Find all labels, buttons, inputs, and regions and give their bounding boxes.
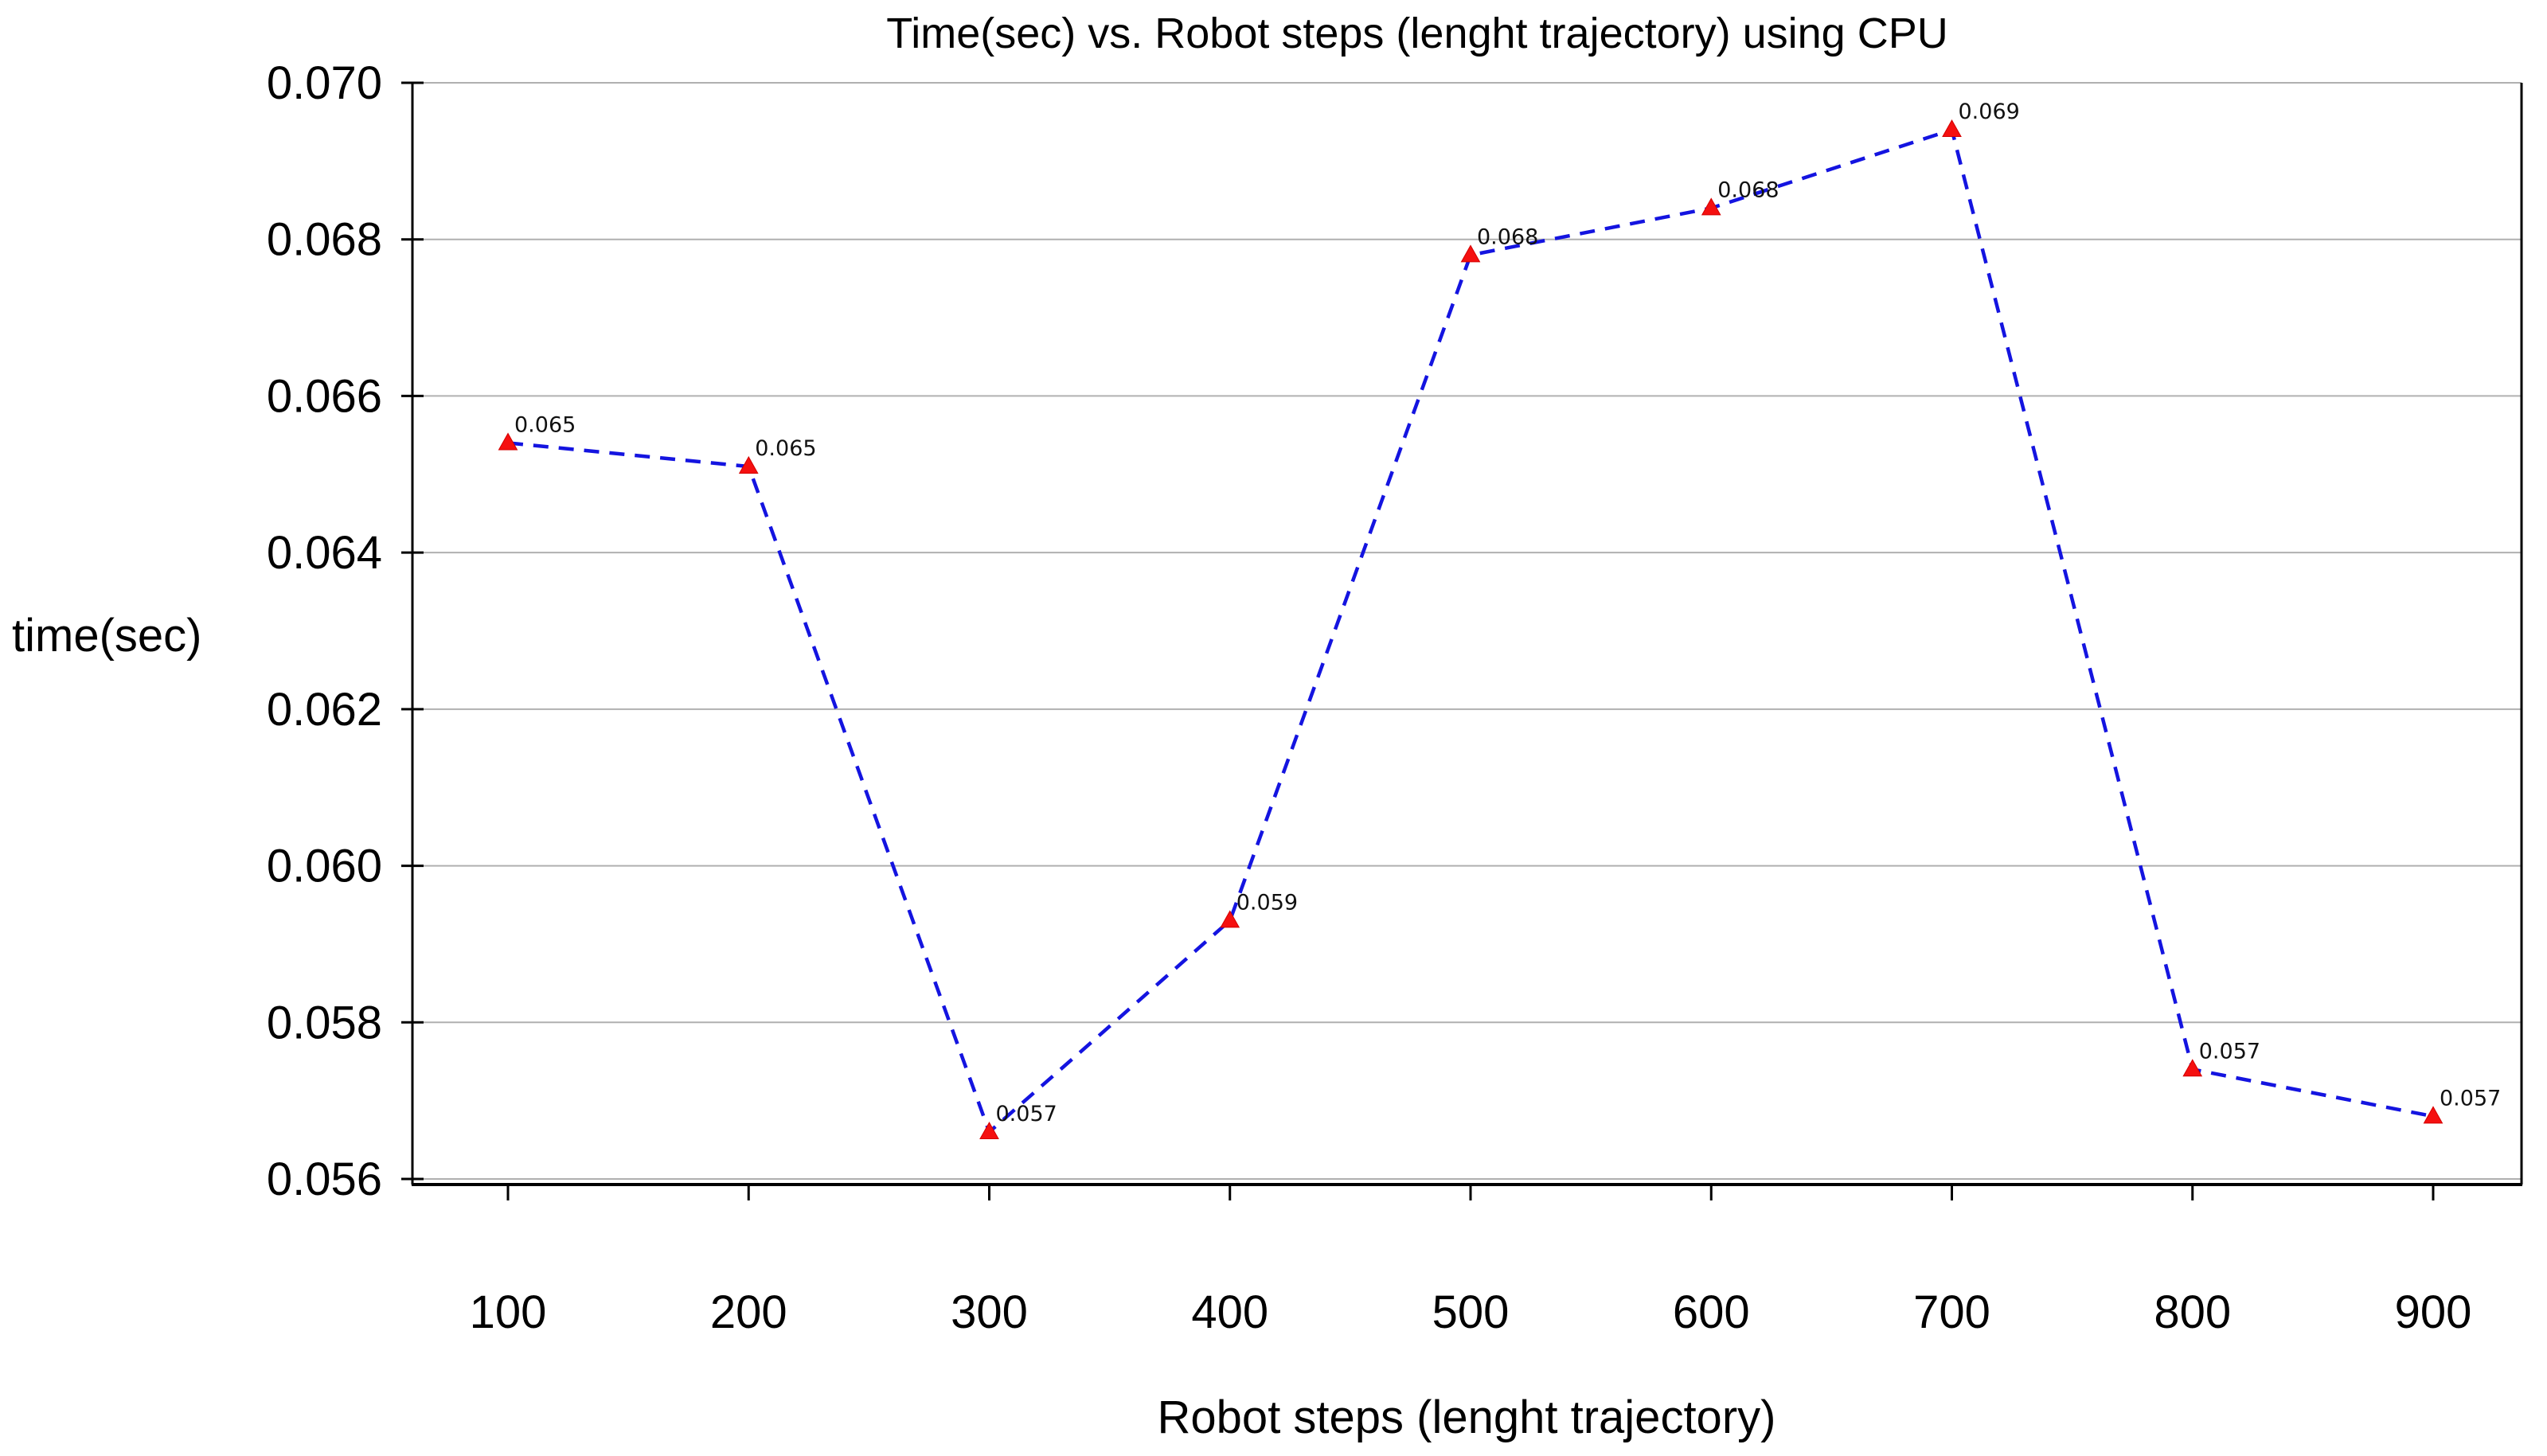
- data-point-label: 0.057: [2440, 1086, 2501, 1111]
- data-point-marker: [979, 1121, 999, 1139]
- data-point-label: 0.068: [1717, 178, 1779, 202]
- x-tick-label: 800: [2154, 1286, 2231, 1338]
- x-tick-label: 100: [470, 1286, 547, 1338]
- y-tick-label: 0.062: [267, 684, 382, 736]
- x-tick-label: 500: [1432, 1286, 1510, 1338]
- x-axis-title: Robot steps (lenght trajectory): [1158, 1392, 1776, 1443]
- x-tick-label: 300: [951, 1286, 1028, 1338]
- y-tick-label: 0.058: [267, 997, 382, 1048]
- chart-title: Time(sec) vs. Robot steps (lenght trajec…: [886, 10, 1947, 57]
- y-axis-title: time(sec): [12, 610, 201, 662]
- series-line: [507, 127, 2434, 1135]
- data-point-marker: [498, 432, 518, 451]
- series-layer: [498, 119, 2443, 1139]
- x-tick-label: 400: [1191, 1286, 1268, 1338]
- y-tick-label: 0.064: [267, 527, 382, 579]
- data-labels-layer: 0.065 0.065 0.057 0.059 0.068 0.068 0.069 0.057…: [514, 100, 2501, 1126]
- data-point-marker: [1220, 910, 1240, 928]
- data-point-label: 0.069: [1959, 100, 2020, 124]
- gridlines-layer: [412, 82, 2522, 1180]
- data-point-marker: [1701, 197, 1721, 216]
- data-point-label: 0.065: [514, 412, 576, 437]
- x-tick-label: 200: [710, 1286, 787, 1338]
- data-point-marker: [2423, 1106, 2443, 1124]
- y-tick-label: 0.070: [267, 57, 382, 109]
- data-point-marker: [738, 455, 759, 474]
- x-tick-label: 900: [2395, 1286, 2472, 1338]
- data-point-label: 0.057: [996, 1102, 1057, 1126]
- data-point-label: 0.057: [2199, 1039, 2260, 1064]
- data-point-marker: [2182, 1059, 2203, 1077]
- x-tick-label: 700: [1913, 1286, 1990, 1338]
- y-tick-label: 0.056: [267, 1153, 382, 1205]
- axes-layer: 0.070 0.068 0.066 0.064 0.062 0.060 0.058 0.056…: [267, 57, 2523, 1338]
- y-tick-label: 0.068: [267, 214, 382, 266]
- data-point-marker: [1460, 244, 1481, 263]
- y-tick-label: 0.060: [267, 841, 382, 892]
- data-point-marker: [1942, 119, 1962, 138]
- data-point-label: 0.065: [755, 436, 816, 461]
- x-tick-label: 600: [1673, 1286, 1750, 1338]
- y-tick-label: 0.066: [267, 370, 382, 422]
- data-point-label: 0.068: [1477, 224, 1538, 249]
- data-point-label: 0.059: [1236, 890, 1298, 915]
